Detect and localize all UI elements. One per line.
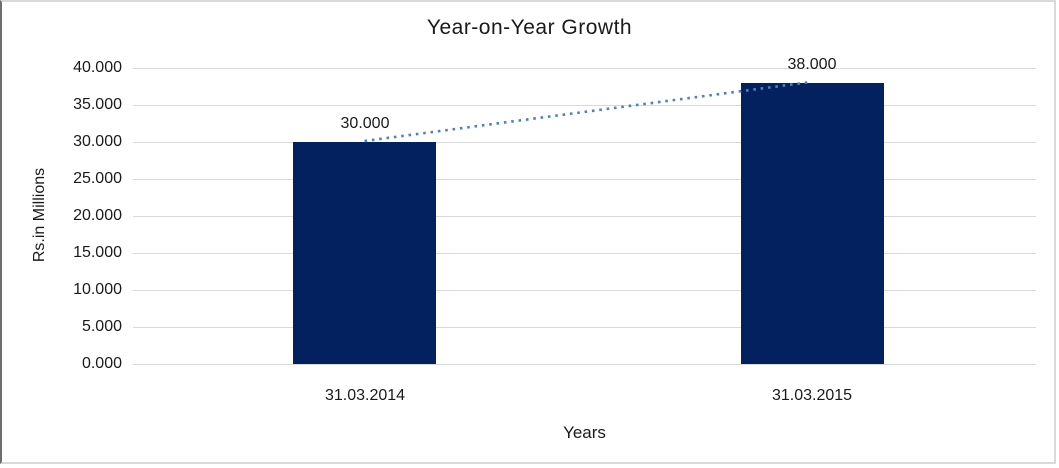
gridline <box>133 253 1036 254</box>
gridline <box>133 364 1036 365</box>
bar <box>293 142 436 364</box>
gridline <box>133 68 1036 69</box>
y-tick-label: 15.000 <box>73 244 122 261</box>
bar <box>741 83 884 364</box>
y-tick-label: 35.000 <box>73 96 122 113</box>
gridline <box>133 179 1036 180</box>
y-tick-label: 10.000 <box>73 281 122 298</box>
gridline <box>133 142 1036 143</box>
gridline <box>133 105 1036 106</box>
y-tick-label: 30.000 <box>73 133 122 150</box>
chart-title: Year-on-Year Growth <box>426 16 633 39</box>
y-tick-label: 25.000 <box>73 170 122 187</box>
gridline <box>133 216 1036 217</box>
y-tick-label: 40.000 <box>73 59 122 76</box>
x-category-label: 31.03.2014 <box>324 387 406 404</box>
bar-data-label: 38.000 <box>787 56 837 73</box>
x-axis-title: Years <box>563 423 606 442</box>
y-tick-label: 20.000 <box>73 207 122 224</box>
gridline <box>133 290 1036 291</box>
y-tick-label: 0.000 <box>81 355 122 372</box>
bar-data-label: 30.000 <box>340 115 390 132</box>
x-category-label: 31.03.2015 <box>771 387 853 404</box>
y-tick-label: 5.000 <box>81 318 122 335</box>
gridline <box>133 327 1036 328</box>
